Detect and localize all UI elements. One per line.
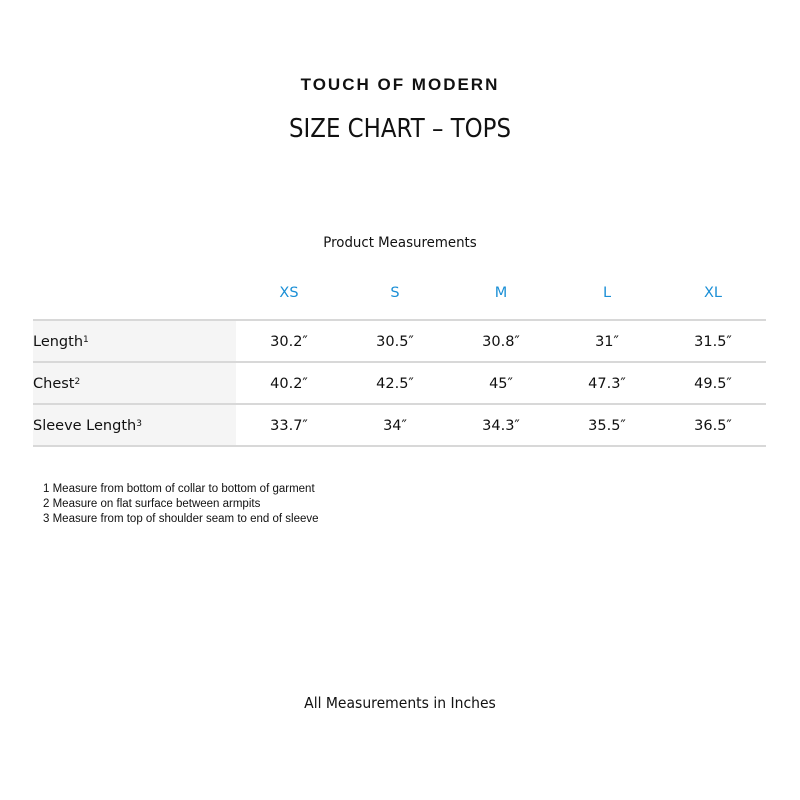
label-text: Length bbox=[33, 334, 84, 350]
label-text: Sleeve Length bbox=[33, 418, 137, 434]
size-header-xs: XS bbox=[279, 285, 299, 301]
row-label-length: Length1 bbox=[33, 334, 89, 350]
table-cell: 31.5″ bbox=[694, 334, 732, 350]
label-column-background bbox=[33, 321, 236, 445]
table-cell: 30.5″ bbox=[376, 334, 414, 350]
table-cell: 30.2″ bbox=[270, 334, 308, 350]
brand-logo: TOUCH OF MODERN bbox=[300, 75, 500, 94]
table-cell: 34″ bbox=[383, 418, 407, 434]
table-cell: 45″ bbox=[489, 376, 513, 392]
footnote-marker: 3 bbox=[136, 419, 142, 429]
table-cell: 33.7″ bbox=[270, 418, 308, 434]
table-caption: Product Measurements bbox=[323, 235, 477, 251]
footnote-marker: 2 bbox=[74, 377, 81, 387]
label-text: Chest bbox=[33, 376, 75, 392]
row-divider bbox=[33, 403, 766, 405]
page-title: SIZE CHART – TOPS bbox=[288, 114, 512, 144]
row-label-sleeve-length: Sleeve Length3 bbox=[33, 418, 142, 434]
size-header-l: L bbox=[602, 285, 612, 301]
table-cell: 40.2″ bbox=[270, 376, 308, 392]
size-header-s: S bbox=[390, 285, 400, 301]
table-cell: 36.5″ bbox=[694, 418, 732, 434]
row-label-chest: Chest2 bbox=[33, 376, 80, 392]
header-divider bbox=[33, 319, 766, 321]
row-divider bbox=[33, 445, 766, 447]
footnote: 3 Measure from top of shoulder seam to e… bbox=[43, 513, 319, 525]
footnote-marker: 1 bbox=[83, 335, 89, 345]
units-note: All Measurements in Inches bbox=[304, 694, 496, 712]
table-cell: 31″ bbox=[595, 334, 619, 350]
table-cell: 49.5″ bbox=[694, 376, 732, 392]
size-header-m: M bbox=[494, 285, 508, 301]
footnote: 1 Measure from bottom of collar to botto… bbox=[43, 483, 315, 495]
footnote: 2 Measure on flat surface between armpit… bbox=[43, 498, 261, 510]
table-cell: 35.5″ bbox=[588, 418, 626, 434]
table-cell: 47.3″ bbox=[588, 376, 626, 392]
footnotes: 1 Measure from bottom of collar to botto… bbox=[43, 482, 319, 527]
table-cell: 34.3″ bbox=[482, 418, 520, 434]
row-divider bbox=[33, 361, 766, 363]
table-cell: 30.8″ bbox=[482, 334, 520, 350]
size-header-xl: XL bbox=[703, 285, 722, 301]
table-cell: 42.5″ bbox=[376, 376, 414, 392]
